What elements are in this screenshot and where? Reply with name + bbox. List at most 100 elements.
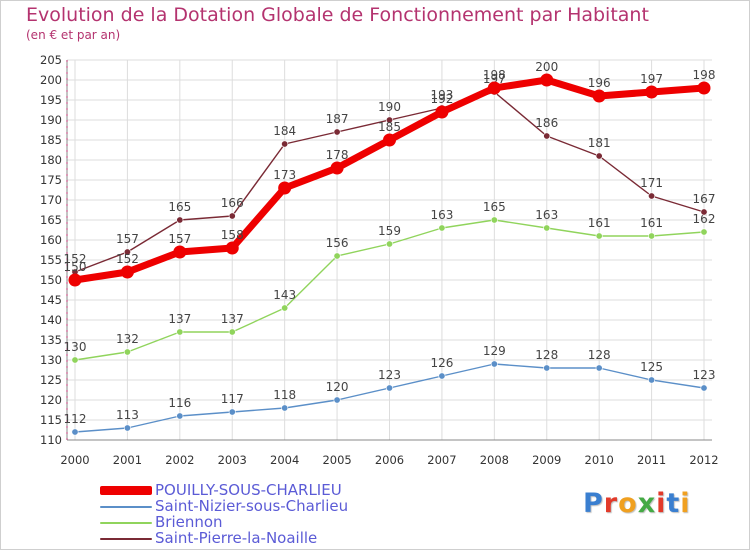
data-label-saint-nizier-sous-charlieu: 123 — [693, 368, 716, 382]
x-tick-label: 2002 — [165, 453, 194, 467]
data-point-saint-nizier-sous-charlieu — [333, 396, 341, 404]
data-label-saint-pierre-la-noaille: 186 — [535, 116, 558, 130]
data-label-briennon: 156 — [326, 236, 349, 250]
data-label-briennon: 143 — [273, 288, 296, 302]
proxiti-logo: Proxiti — [583, 488, 691, 519]
x-tick-label: 2010 — [585, 453, 614, 467]
data-label-saint-pierre-la-noaille: 181 — [588, 136, 611, 150]
data-label-saint-nizier-sous-charlieu: 129 — [483, 344, 506, 358]
data-point-pouilly-sous-charlieu — [383, 133, 396, 147]
data-point-saint-pierre-la-noaille — [385, 116, 393, 124]
data-point-saint-pierre-la-noaille — [281, 140, 289, 148]
data-label-saint-pierre-la-noaille: 197 — [483, 72, 506, 86]
y-tick-label: 200 — [40, 73, 62, 87]
logo-letter: i — [680, 488, 691, 519]
y-tick-label: 130 — [40, 353, 62, 367]
x-tick-label: 2012 — [689, 453, 718, 467]
data-point-saint-pierre-la-noaille — [648, 192, 656, 200]
data-point-pouilly-sous-charlieu — [330, 161, 344, 175]
x-tick-label: 2011 — [637, 453, 666, 467]
data-point-saint-nizier-sous-charlieu — [385, 384, 393, 392]
data-point-briennon — [333, 252, 341, 260]
data-point-saint-pierre-la-noaille — [228, 212, 236, 220]
data-point-saint-pierre-la-noaille — [123, 248, 131, 256]
data-label-saint-nizier-sous-charlieu: 116 — [168, 396, 191, 410]
y-tick-label: 165 — [40, 213, 62, 227]
data-point-saint-nizier-sous-charlieu — [543, 364, 551, 372]
logo-letter: i — [656, 488, 667, 519]
data-point-saint-nizier-sous-charlieu — [123, 424, 131, 432]
legend-swatch-pouilly — [100, 486, 152, 495]
x-tick-label: 2000 — [60, 453, 89, 467]
data-label-saint-nizier-sous-charlieu: 118 — [273, 388, 296, 402]
data-point-briennon — [385, 240, 393, 248]
data-label-briennon: 161 — [588, 216, 611, 230]
y-tick-label: 180 — [40, 153, 62, 167]
data-label-pouilly-sous-charlieu: 185 — [378, 120, 401, 134]
data-label-pouilly-sous-charlieu: 173 — [273, 168, 296, 182]
legend-swatch-saint-pierre — [100, 538, 152, 540]
legend-label-pouilly: POUILLY-SOUS-CHARLIEU — [155, 481, 342, 499]
logo-letter: t — [666, 488, 681, 519]
data-point-saint-nizier-sous-charlieu — [281, 404, 289, 412]
data-point-saint-pierre-la-noaille — [176, 216, 184, 224]
data-point-briennon — [595, 232, 603, 240]
data-point-saint-nizier-sous-charlieu — [490, 360, 498, 368]
y-tick-label: 190 — [40, 113, 62, 127]
data-point-saint-pierre-la-noaille — [543, 132, 551, 140]
x-tick-label: 2001 — [113, 453, 142, 467]
y-tick-label: 185 — [40, 133, 62, 147]
data-label-saint-pierre-la-noaille: 152 — [64, 252, 87, 266]
data-point-saint-nizier-sous-charlieu — [438, 372, 446, 380]
data-point-briennon — [123, 348, 131, 356]
data-point-pouilly-sous-charlieu — [540, 73, 554, 87]
chart-title: Evolution de la Dotation Globale de Fonc… — [26, 4, 649, 26]
x-tick-label: 2007 — [427, 453, 456, 467]
data-label-pouilly-sous-charlieu: 196 — [588, 76, 611, 90]
y-tick-label: 135 — [40, 333, 62, 347]
data-point-saint-pierre-la-noaille — [700, 208, 708, 216]
data-point-briennon — [71, 356, 79, 364]
data-point-briennon — [543, 224, 551, 232]
data-label-saint-pierre-la-noaille: 193 — [430, 88, 453, 102]
y-tick-label: 205 — [40, 53, 62, 67]
data-point-pouilly-sous-charlieu — [68, 273, 82, 287]
data-point-briennon — [228, 328, 236, 336]
data-point-pouilly-sous-charlieu — [120, 265, 134, 279]
data-point-saint-nizier-sous-charlieu — [595, 364, 603, 372]
data-label-briennon: 165 — [483, 200, 506, 214]
data-label-briennon: 137 — [168, 312, 191, 326]
data-label-pouilly-sous-charlieu: 197 — [640, 72, 663, 86]
data-label-saint-pierre-la-noaille: 184 — [273, 124, 296, 138]
data-point-briennon — [648, 232, 656, 240]
logo-letter: x — [637, 488, 657, 519]
data-label-saint-pierre-la-noaille: 190 — [378, 100, 401, 114]
data-label-saint-nizier-sous-charlieu: 123 — [378, 368, 401, 382]
data-label-briennon: 161 — [640, 216, 663, 230]
data-label-pouilly-sous-charlieu: 150 — [64, 260, 87, 274]
data-label-pouilly-sous-charlieu: 178 — [326, 148, 349, 162]
data-point-saint-nizier-sous-charlieu — [176, 412, 184, 420]
data-label-saint-pierre-la-noaille: 171 — [640, 176, 663, 190]
data-label-pouilly-sous-charlieu: 157 — [168, 232, 191, 246]
data-label-briennon: 159 — [378, 224, 401, 238]
data-label-briennon: 163 — [430, 208, 453, 222]
data-label-saint-nizier-sous-charlieu: 128 — [588, 348, 611, 362]
data-point-briennon — [438, 224, 446, 232]
y-tick-label: 155 — [40, 253, 62, 267]
data-label-briennon: 137 — [221, 312, 244, 326]
x-tick-label: 2009 — [532, 453, 561, 467]
data-label-pouilly-sous-charlieu: 158 — [221, 228, 244, 242]
data-label-briennon: 162 — [693, 212, 716, 226]
logo-letter: o — [618, 488, 638, 519]
data-point-saint-pierre-la-noaille — [595, 152, 603, 160]
data-label-saint-nizier-sous-charlieu: 112 — [64, 412, 87, 426]
data-label-saint-nizier-sous-charlieu: 128 — [535, 348, 558, 362]
y-tick-label: 175 — [40, 173, 62, 187]
data-label-saint-nizier-sous-charlieu: 120 — [326, 380, 349, 394]
data-label-saint-pierre-la-noaille: 166 — [221, 196, 244, 210]
y-tick-label: 160 — [40, 233, 62, 247]
data-point-pouilly-sous-charlieu — [592, 89, 606, 103]
data-label-briennon: 130 — [64, 340, 87, 354]
legend-label-briennon: Briennon — [155, 513, 223, 531]
